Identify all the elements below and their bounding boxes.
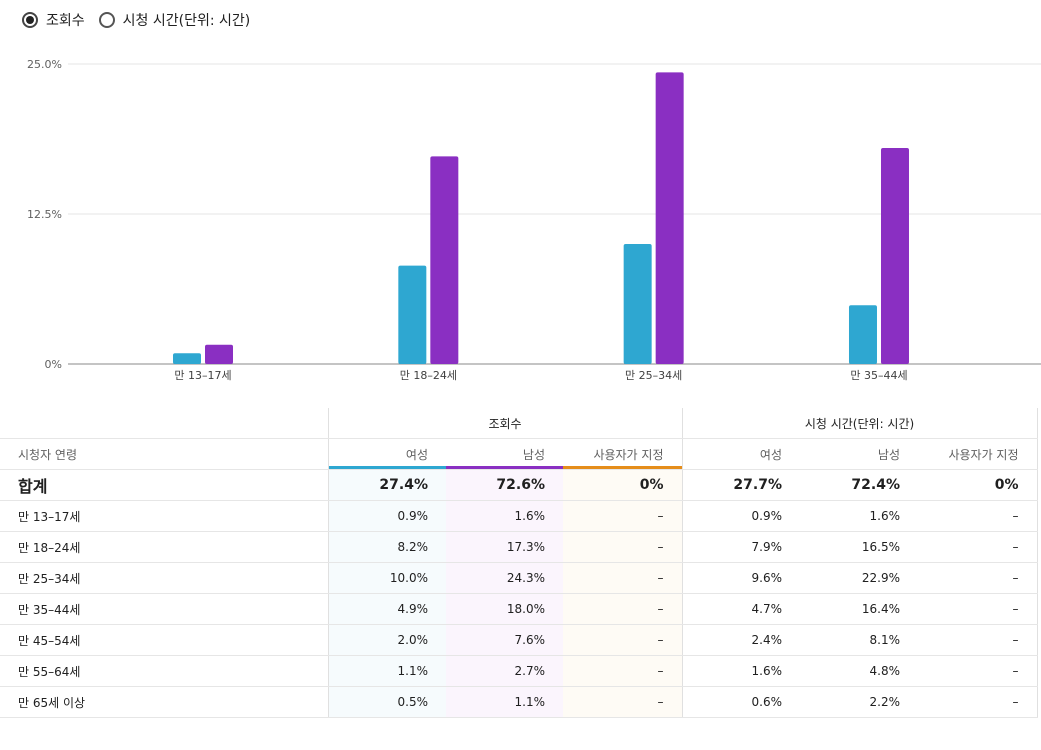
table-row: 만 35–44세 4.9% 18.0% –4.7% 16.4% – [0,594,1037,625]
blank-header-cell [0,408,328,439]
views-custom-value: – [563,501,682,532]
male-bar [881,148,909,364]
female-bar [398,266,426,364]
views-female-value: 27.4% [328,470,446,501]
views-female-value: 0.9% [328,501,446,532]
watch-female-value: 2.4% [682,625,800,656]
age-label: 만 25–34세 [0,563,328,594]
views-male-value: 24.3% [446,563,563,594]
views-male-value: 18.0% [446,594,563,625]
watch-female-value: 9.6% [682,563,800,594]
age-label: 만 13–17세 [0,501,328,532]
table-row: 만 45–54세 2.0% 7.6% –2.4% 8.1% – [0,625,1037,656]
total-row: 합계 27.4% 72.6% 0% 27.7% 72.4% 0% [0,470,1037,501]
watch-male-header[interactable]: 남성 [800,439,918,470]
x-tick-label: 만 13–17세 [174,369,231,382]
watch-female-header[interactable]: 여성 [682,439,800,470]
watch-female-value: 7.9% [682,532,800,563]
radio-selected-icon [22,12,38,28]
age-label: 만 18–24세 [0,532,328,563]
views-custom-value: – [563,625,682,656]
watch-custom-value: – [918,687,1037,718]
views-radio[interactable]: 조회수 [22,10,85,30]
views-female-value: 4.9% [328,594,446,625]
age-column-header: 시청자 연령 [0,439,328,470]
watch-female-value: 1.6% [682,656,800,687]
watch-male-value: 72.4% [800,470,918,501]
female-bar [849,305,877,364]
views-female-value: 0.5% [328,687,446,718]
views-custom-value: – [563,687,682,718]
male-bar [430,156,458,364]
x-tick-label: 만 18–24세 [400,369,457,382]
views-female-value: 10.0% [328,563,446,594]
table-row: 만 18–24세 8.2% 17.3% –7.9% 16.5% – [0,532,1037,563]
metric-toggle: 조회수 시청 시간(단위: 시간) [22,10,264,30]
watch-time-group-header: 시청 시간(단위: 시간) [682,408,1037,439]
watch-custom-value: – [918,532,1037,563]
male-bar [656,72,684,364]
watch-female-value: 27.7% [682,470,800,501]
views-female-header[interactable]: 여성 [328,439,446,470]
views-female-value: 1.1% [328,656,446,687]
watch-male-value: 1.6% [800,501,918,532]
watch-custom-value: 0% [918,470,1037,501]
x-tick-label: 만 35–44세 [850,369,907,382]
female-bar [624,244,652,364]
views-custom-value: – [563,656,682,687]
watch-custom-value: – [918,563,1037,594]
age-label: 만 45–54세 [0,625,328,656]
male-bar [205,345,233,364]
watch-female-value: 0.9% [682,501,800,532]
radio-unselected-icon [99,12,115,28]
views-custom-value: – [563,532,682,563]
views-custom-value: 0% [563,470,682,501]
watch-male-value: 8.1% [800,625,918,656]
watch-custom-value: – [918,594,1037,625]
views-male-value: 2.7% [446,656,563,687]
y-tick-label: 12.5% [27,208,62,221]
views-female-value: 8.2% [328,532,446,563]
views-male-value: 1.1% [446,687,563,718]
age-bar-chart: 0% 12.5% 25.0% 만 13–17세 만 18–24세 만 25–34세 만 35… [0,40,1041,390]
watch-custom-value: – [918,656,1037,687]
views-custom-header[interactable]: 사용자가 지정 [563,439,682,470]
watch-time-radio[interactable]: 시청 시간(단위: 시간) [99,10,251,30]
watch-male-value: 2.2% [800,687,918,718]
views-male-value: 72.6% [446,470,563,501]
views-male-value: 7.6% [446,625,563,656]
views-male-header[interactable]: 남성 [446,439,563,470]
watch-custom-value: – [918,501,1037,532]
x-tick-label: 만 25–34세 [625,369,682,382]
watch-time-radio-label: 시청 시간(단위: 시간) [123,10,251,30]
y-tick-label: 0% [45,358,62,371]
watch-custom-value: – [918,625,1037,656]
watch-female-value: 0.6% [682,687,800,718]
table-row: 만 13–17세 0.9% 1.6% –0.9% 1.6% – [0,501,1037,532]
watch-male-value: 16.5% [800,532,918,563]
watch-male-value: 16.4% [800,594,918,625]
views-radio-label: 조회수 [46,10,85,30]
age-demographics-table: 조회수 시청 시간(단위: 시간) 시청자 연령 여성 남성 사용자가 지정 여… [0,408,1038,718]
table-row: 만 65세 이상 0.5% 1.1% –0.6% 2.2% – [0,687,1037,718]
views-male-value: 1.6% [446,501,563,532]
watch-male-value: 4.8% [800,656,918,687]
watch-custom-header[interactable]: 사용자가 지정 [918,439,1037,470]
table-row: 만 25–34세 10.0% 24.3% –9.6% 22.9% – [0,563,1037,594]
views-custom-value: – [563,594,682,625]
views-group-header: 조회수 [328,408,682,439]
age-label: 합계 [0,470,328,501]
age-label: 만 65세 이상 [0,687,328,718]
views-custom-value: – [563,563,682,594]
watch-male-value: 22.9% [800,563,918,594]
age-label: 만 35–44세 [0,594,328,625]
views-male-value: 17.3% [446,532,563,563]
views-female-value: 2.0% [328,625,446,656]
watch-female-value: 4.7% [682,594,800,625]
age-label: 만 55–64세 [0,656,328,687]
female-bar [173,353,201,364]
y-tick-label: 25.0% [27,58,62,71]
table-row: 만 55–64세 1.1% 2.7% –1.6% 4.8% – [0,656,1037,687]
